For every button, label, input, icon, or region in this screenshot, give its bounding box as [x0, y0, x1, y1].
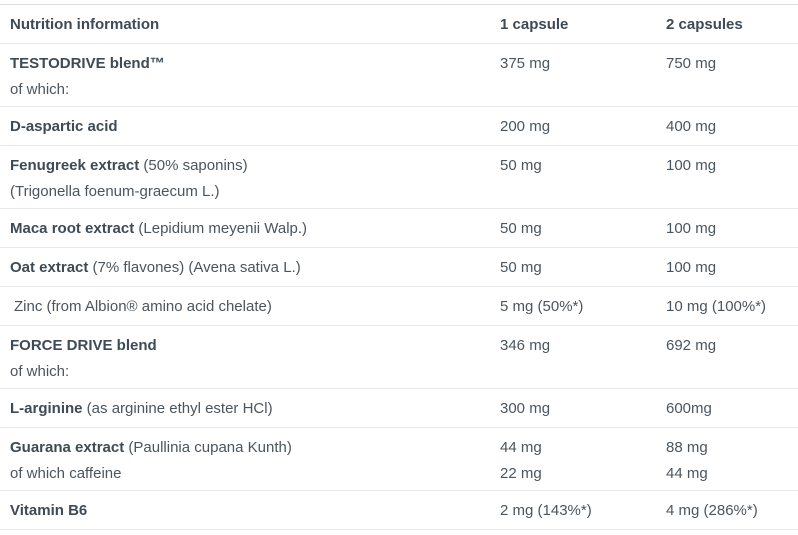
table-row-oat-extract: Oat extract (7% flavones) (Avena sativa …	[0, 248, 798, 287]
table-header-row: Nutrition information 1 capsule 2 capsul…	[0, 5, 798, 44]
table-row-force-drive-blend: FORCE DRIVE blend of which: 346 mg 692 m…	[0, 326, 798, 389]
row-value-1capsule: 44 mg 22 mg	[500, 439, 542, 482]
row-value-1capsule: 300 mg	[500, 400, 551, 417]
header-1-capsule: 1 capsule	[500, 16, 569, 33]
row-sublabel: of which:	[10, 81, 70, 98]
table-row-zinc: Zinc (from Albion® amino acid chelate) 5…	[0, 287, 798, 326]
row-sublabel: (Trigonella foenum-graecum L.)	[10, 183, 220, 200]
row-value-2capsules: 10 mg (100%*)	[666, 298, 767, 315]
header-2-capsules: 2 capsules	[666, 16, 743, 33]
table-row-fenugreek-extract: Fenugreek extract (50% saponins) (Trigon…	[0, 146, 798, 209]
row-value-2capsules: 100 mg	[666, 259, 717, 276]
row-label: Fenugreek extract (50% saponins) (Trigon…	[10, 155, 500, 202]
row-label: Maca root extract (Lepidium meyenii Walp…	[10, 220, 308, 237]
row-label: Guarana extract (Paullinia cupana Kunth)…	[10, 437, 500, 484]
row-value-1capsule: 2 mg (143%*)	[500, 502, 592, 519]
row-value-2capsules: 692 mg	[666, 337, 717, 354]
header-nutrition-information: Nutrition information	[10, 16, 160, 33]
table-row-vitamin-b6: Vitamin B6 2 mg (143%*) 4 mg (286%*)	[0, 491, 798, 530]
row-value-2capsules: 88 mg 44 mg	[666, 439, 708, 482]
row-value-1capsule: 50 mg	[500, 220, 542, 237]
row-label: D-aspartic acid	[10, 118, 118, 135]
row-value-2capsules: 100 mg	[666, 157, 717, 174]
row-value-1capsule: 346 mg	[500, 337, 551, 354]
table-row-l-arginine: L-arginine (as arginine ethyl ester HCl)…	[0, 389, 798, 428]
row-label: Zinc (from Albion® amino acid chelate)	[14, 298, 272, 315]
table-row-maca-root-extract: Maca root extract (Lepidium meyenii Walp…	[0, 209, 798, 248]
row-value-1capsule: 50 mg	[500, 259, 542, 276]
row-label: Oat extract (7% flavones) (Avena sativa …	[10, 259, 301, 276]
table-row-guarana-extract: Guarana extract (Paullinia cupana Kunth)…	[0, 428, 798, 491]
row-value-1capsule: 375 mg	[500, 55, 551, 72]
row-label: FORCE DRIVE blend of which:	[10, 335, 500, 382]
row-label: TESTODRIVE blend™ of which:	[10, 53, 500, 100]
row-value-1capsule: 50 mg	[500, 157, 542, 174]
row-value-2capsules: 750 mg	[666, 55, 717, 72]
table-row-d-aspartic-acid: D-aspartic acid 200 mg 400 mg	[0, 107, 798, 146]
table-row-testodrive-blend: TESTODRIVE blend™ of which: 375 mg 750 m…	[0, 44, 798, 107]
row-value-2capsules: 400 mg	[666, 118, 717, 135]
row-value-2capsules: 4 mg (286%*)	[666, 502, 758, 519]
nutrition-table: Nutrition information 1 capsule 2 capsul…	[0, 4, 798, 530]
row-value-1capsule: 5 mg (50%*)	[500, 298, 584, 315]
row-value-2capsules: 600mg	[666, 400, 712, 417]
row-value-2capsules: 100 mg	[666, 220, 717, 237]
row-label: L-arginine (as arginine ethyl ester HCl)	[10, 400, 273, 417]
row-sublabel: of which:	[10, 363, 70, 380]
row-value-1capsule: 200 mg	[500, 118, 551, 135]
row-sublabel: of which caffeine	[10, 465, 122, 482]
row-label: Vitamin B6	[10, 502, 88, 519]
